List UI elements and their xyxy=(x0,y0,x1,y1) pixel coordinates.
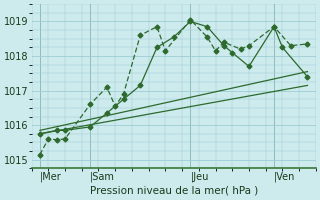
X-axis label: Pression niveau de la mer( hPa ): Pression niveau de la mer( hPa ) xyxy=(90,186,258,196)
